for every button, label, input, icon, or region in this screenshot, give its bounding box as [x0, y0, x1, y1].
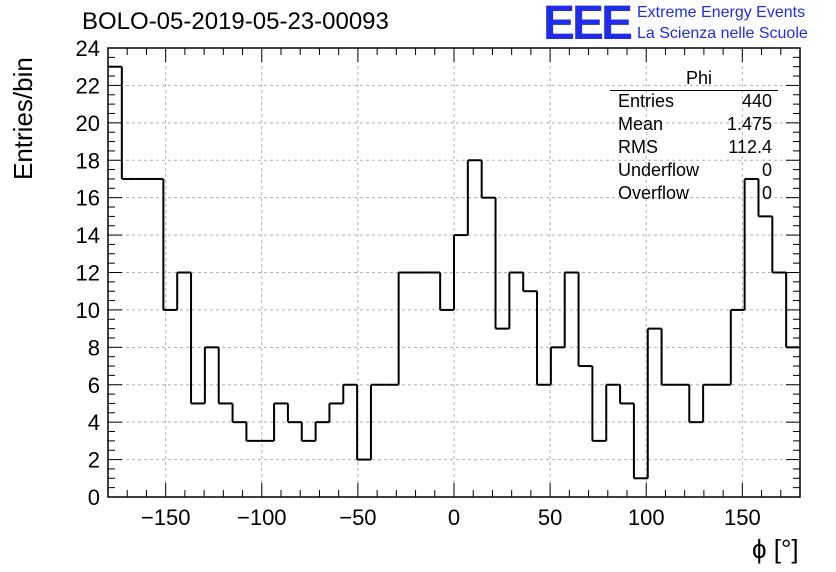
stats-label: Mean: [618, 114, 664, 134]
stats-label: RMS: [618, 137, 658, 157]
x-tick-label: −100: [237, 505, 287, 530]
y-tick-label: 2: [88, 448, 100, 473]
y-tick-label: 16: [76, 186, 100, 211]
stats-row-mean: Mean 1.475: [610, 114, 778, 137]
logo-line-2: La Scienza nelle Scuole: [637, 25, 808, 42]
y-tick-label: 8: [88, 335, 100, 360]
y-tick-label: 10: [76, 298, 100, 323]
run-title: BOLO-05-2019-05-23-00093: [82, 8, 389, 35]
x-tick-label: 0: [448, 505, 460, 530]
stats-title: Phi: [610, 68, 778, 91]
stats-row-rms: RMS 112.4: [610, 137, 778, 160]
y-tick-label: 20: [76, 111, 100, 136]
y-axis-label: Entries/bin: [8, 57, 38, 180]
stats-label: Underflow: [618, 160, 700, 180]
x-tick-label: 50: [538, 505, 562, 530]
logo-line-1: Extreme Energy Events: [637, 4, 806, 21]
stats-value: 440: [741, 91, 772, 111]
stats-value: 1.475: [726, 114, 772, 134]
stats-value: 0: [761, 160, 772, 180]
y-tick-label: 18: [76, 148, 100, 173]
x-tick-label: −50: [339, 505, 376, 530]
eee-logo: EEE: [543, 0, 633, 50]
stats-value: 112.4: [728, 137, 772, 157]
plot-frame: [107, 47, 801, 498]
stats-row-overflow: Overflow 0: [610, 183, 778, 206]
y-tick-label: 14: [76, 223, 100, 248]
x-tick-label: 150: [724, 505, 761, 530]
y-tick-label: 24: [76, 36, 100, 61]
y-tick-label: 22: [76, 73, 100, 98]
stats-label: Overflow: [618, 183, 690, 203]
stats-box: Phi Entries 440 Mean 1.475 RMS 112.4 Und…: [610, 68, 778, 206]
stats-label: Entries: [618, 91, 675, 111]
y-tick-label: 0: [88, 485, 100, 510]
x-tick-label: 100: [628, 505, 665, 530]
stats-row-entries: Entries 440: [610, 91, 778, 114]
y-tick-label: 4: [88, 410, 100, 435]
y-tick-label: 6: [88, 373, 100, 398]
stats-row-underflow: Underflow 0: [610, 160, 778, 183]
y-tick-label: 12: [76, 261, 100, 286]
x-tick-label: −150: [141, 505, 191, 530]
x-axis-label: ϕ [°]: [752, 534, 799, 564]
stats-value: 0: [761, 183, 772, 203]
